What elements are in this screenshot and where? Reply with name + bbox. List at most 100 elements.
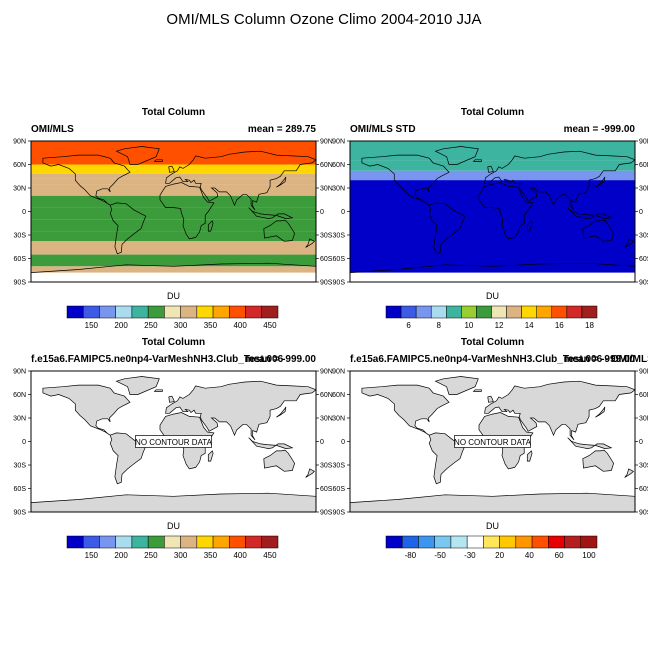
continent-uk: [168, 165, 175, 173]
colorbar-cell: [548, 535, 565, 549]
colorbar-tick-label: 400: [233, 321, 247, 330]
lat-label-left: 0: [22, 439, 26, 446]
colorbar-label: DU: [167, 521, 180, 531]
contour-band: [31, 195, 316, 208]
colorbar-cell: [580, 535, 598, 549]
colorbar-cell: [476, 305, 492, 319]
panel-left-label: OMI/MLS STD: [350, 124, 416, 135]
colorbar-cell: [483, 535, 500, 549]
colorbar-cell: [66, 535, 84, 549]
colorbar-cell: [450, 535, 468, 549]
colorbar-label: DU: [167, 291, 180, 301]
lat-label-left: 90N: [332, 139, 345, 146]
contour-band: [350, 180, 635, 273]
panel-left-label: OMI/MLS: [31, 124, 74, 135]
lat-label-left: 90N: [13, 369, 26, 376]
lat-label-left: 60S: [14, 256, 27, 263]
continent-australia: [582, 449, 614, 472]
continent-new-zealand: [305, 238, 315, 248]
continent-antarctica: [350, 492, 635, 512]
lat-label-left: 30S: [14, 233, 27, 240]
lat-label-right: 60N: [320, 162, 333, 169]
continent-madagascar: [207, 450, 214, 462]
colorbar-cell: [434, 535, 452, 549]
lat-label-left: 90N: [13, 139, 26, 146]
lat-label-left: 0: [341, 209, 345, 216]
colorbar-cell: [581, 305, 598, 319]
lat-label-right: 60S: [320, 256, 333, 263]
lat-label-right: 60N: [639, 162, 648, 169]
colorbar-tick-label: 16: [555, 321, 564, 330]
lat-label-left: 30N: [13, 186, 26, 193]
continent-north-america: [361, 154, 450, 206]
contour-band: [31, 219, 316, 232]
continent-iceland: [472, 159, 482, 162]
lat-label-left: 30S: [333, 463, 346, 470]
colorbar-label: DU: [486, 521, 499, 531]
continent-japan: [595, 406, 606, 418]
continent-japan: [276, 406, 287, 418]
panel-left-label: f.e15a6.FAMIPC5.ne0np4-VarMeshNH3.Club_T…: [350, 354, 648, 365]
colorbar-tick-label: 100: [582, 551, 596, 560]
colorbar-cell: [566, 305, 583, 319]
colorbar-cell: [536, 305, 553, 319]
continent-europe-asia: [165, 380, 316, 441]
colorbar-tick-label: -30: [464, 551, 476, 560]
colorbar-tick-label: 10: [464, 321, 473, 330]
panel-4: Total Column f.e15a6.FAMIPC5.ne0np4-VarMe…: [332, 337, 648, 560]
continent-north-america: [42, 384, 131, 436]
continent-australia: [582, 219, 614, 242]
lat-label-right: 60S: [639, 256, 648, 263]
colorbar-cell: [212, 305, 230, 319]
continent-indonesia: [567, 437, 613, 449]
colorbar-tick-label: 350: [204, 321, 218, 330]
colorbar-tick-label: 60: [555, 551, 564, 560]
colorbar-cell: [521, 305, 537, 319]
continent-europe-asia: [484, 380, 635, 441]
colorbar-cell: [131, 535, 149, 549]
colorbar-cell: [515, 535, 533, 549]
panel-title: Total Column: [142, 337, 205, 348]
colorbar-cell: [564, 535, 582, 549]
contour-band: [31, 173, 316, 179]
colorbar-tick-label: 8: [437, 321, 442, 330]
colorbar-cell: [446, 305, 462, 319]
continent-africa: [159, 182, 215, 240]
colorbar-tick-label: 40: [525, 551, 534, 560]
panel-title: Total Column: [461, 337, 524, 348]
colorbar-tick-label: 200: [114, 321, 128, 330]
continent-europe-asia: [484, 150, 635, 211]
colorbar-cell: [99, 305, 116, 319]
contour-band: [31, 184, 316, 196]
continent-greenland: [115, 146, 160, 165]
colorbar-cell: [82, 535, 100, 549]
colorbar-tick-label: 18: [585, 321, 594, 330]
colorbar-tick-label: 350: [204, 551, 218, 560]
colorbar-tick-label: 300: [174, 321, 188, 330]
colorbar-cell: [400, 305, 417, 319]
colorbar-cell: [115, 535, 133, 549]
lat-label-right: 30N: [639, 186, 648, 193]
colorbar-tick-label: 150: [85, 321, 99, 330]
colorbar-cell: [245, 305, 263, 319]
colorbar-tick-label: 250: [144, 321, 158, 330]
continent-new-zealand: [624, 468, 634, 478]
lat-label-right: 60N: [639, 392, 648, 399]
lat-label-left: 60N: [332, 162, 345, 169]
colorbar-cell: [385, 535, 403, 549]
contour-band: [31, 141, 316, 165]
colorbar-cell: [506, 305, 522, 319]
panel-right-label: mean = -999.00: [564, 124, 636, 135]
contour-band: [31, 231, 316, 242]
lat-label-left: 60N: [13, 392, 26, 399]
lat-label-right: 30N: [639, 416, 648, 423]
colorbar-tick-label: 6: [406, 321, 411, 330]
continent-uk: [168, 395, 175, 403]
continent-indonesia: [567, 207, 613, 219]
colorbar-cell: [180, 535, 198, 549]
colorbar-tick-label: 400: [233, 551, 247, 560]
lat-label-left: 30N: [332, 186, 345, 193]
